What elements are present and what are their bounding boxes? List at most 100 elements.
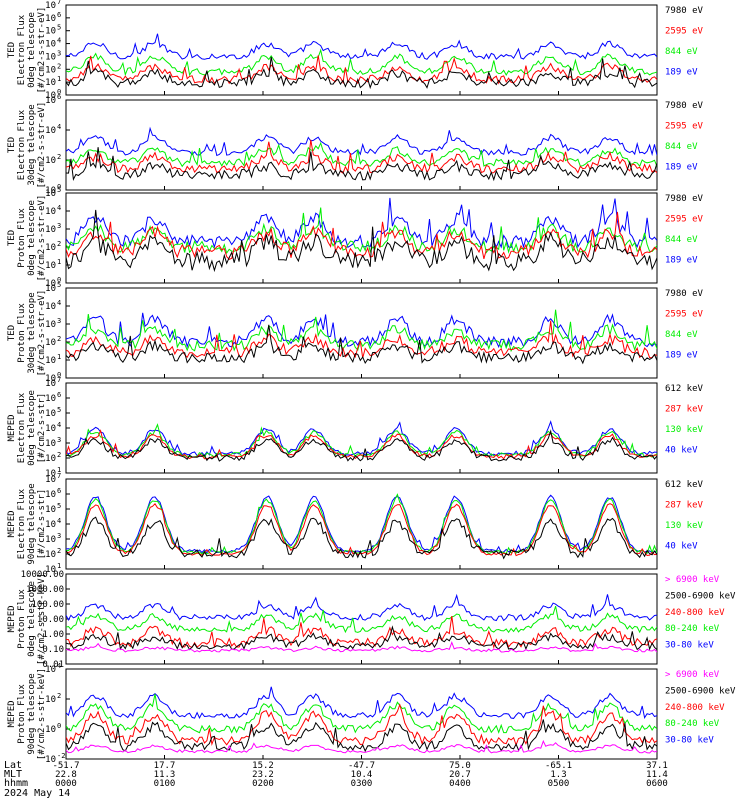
y-tick-exponent: 4: [57, 299, 61, 307]
series-line: [66, 320, 657, 359]
legend-entry: 7980 eV: [665, 194, 704, 204]
legend-entry: 2595 eV: [665, 122, 704, 132]
legend-entry: 189 eV: [665, 163, 698, 173]
series-line: [66, 139, 657, 174]
y-axis-label-line: MEPED: [7, 700, 17, 727]
legend-entry: 40 keV: [665, 446, 698, 456]
x-tick-label-hhmm: 0000: [55, 779, 77, 789]
panel-data-area: [66, 197, 657, 273]
y-axis-label-line: Electron Flux: [17, 392, 27, 463]
y-tick-label: 10: [45, 550, 56, 560]
y-tick-label: 10: [45, 243, 56, 253]
series-line: [66, 693, 657, 734]
series-line: [66, 719, 657, 753]
legend-entry: > 6900 keV: [665, 670, 720, 680]
series-line: [66, 625, 657, 651]
x-tick-label-mlt: 11.3: [154, 770, 176, 780]
y-tick-exponent: 0: [57, 276, 61, 284]
y-tick-label: 10: [45, 96, 56, 106]
y-axis-label-line: 30deg telescope: [27, 104, 37, 185]
y-axis-label-line: 90deg telescope: [27, 673, 37, 754]
y-axis-label-line: MEPED: [7, 510, 17, 537]
legend-entry: 240-800 keV: [665, 703, 725, 713]
y-tick-exponent: 2: [57, 240, 61, 248]
series-line: [66, 616, 657, 649]
legend-entry: 30-80 keV: [665, 736, 714, 746]
y-tick-exponent: 5: [57, 406, 61, 414]
y-axis-label-line: [#/cm2-s-str-keV]: [37, 573, 47, 665]
y-axis-label-line: [#/cm2-s-str-keV]: [37, 668, 47, 760]
y-tick-exponent: 1: [57, 353, 61, 361]
y-tick-label: 10: [45, 374, 56, 384]
legend-entry: 2595 eV: [665, 310, 704, 320]
panel-data-area: [66, 33, 657, 90]
x-tick-label-lat: 17.7: [154, 761, 176, 771]
y-tick-exponent: 2: [57, 547, 61, 555]
y-tick-label: 10: [45, 78, 56, 88]
y-tick-label: 10: [45, 505, 56, 515]
y-tick-label: 10: [45, 284, 56, 294]
y-axis-label-line: 30deg telescope: [27, 292, 37, 373]
y-tick-label: 10: [45, 665, 56, 675]
y-axis-label-line: TED: [7, 137, 17, 153]
y-axis-label-line: 0deg telescope: [27, 390, 37, 466]
y-tick-label: 10: [45, 207, 56, 217]
y-tick-label: 10: [45, 91, 56, 101]
y-tick-label: 10: [45, 27, 56, 37]
y-tick-label: 10: [45, 40, 56, 50]
series-line: [66, 686, 657, 720]
series-line: [66, 126, 657, 157]
legend-entry: 844 eV: [665, 235, 698, 245]
y-tick-exponent: 3: [57, 317, 61, 325]
y-tick-label: 10: [45, 156, 56, 166]
y-tick-label: 10: [45, 225, 56, 235]
series-line: [66, 593, 657, 622]
y-tick-label: 10: [45, 65, 56, 75]
legend-entry: 189 eV: [665, 351, 698, 361]
legend-entry: 844 eV: [665, 142, 698, 152]
y-tick-label: 10: [45, 1, 56, 11]
panel-data-area: [66, 593, 657, 653]
y-tick-exponent: 6: [57, 11, 61, 19]
y-tick-label: 10: [45, 14, 56, 24]
x-tick-label-lat: 15.2: [252, 761, 274, 771]
legend-entry: 130 keV: [665, 425, 704, 435]
xaxis-row-label-hhmm: hhmm: [4, 778, 28, 789]
series-line: [66, 429, 657, 460]
series-line: [66, 703, 657, 747]
x-tick-label-mlt: 22.8: [55, 770, 77, 780]
y-axis-label-line: [#/cm2-s-str-eV]: [37, 102, 47, 189]
y-tick-label: 10: [45, 302, 56, 312]
y-axis-label-line: [#/cm2-s-str-eV]: [37, 7, 47, 94]
legend-entry: 189 eV: [665, 256, 698, 266]
y-tick-exponent: 5: [57, 281, 61, 289]
series-line: [66, 147, 657, 182]
x-tick-label-mlt: 1.3: [550, 770, 566, 780]
x-tick-label-hhmm: 0400: [449, 779, 471, 789]
y-tick-label: 10000.00: [21, 570, 64, 580]
y-axis-label-line: [#/cm2-s-str]: [37, 393, 47, 463]
legend-entry: 844 eV: [665, 330, 698, 340]
series-line: [66, 48, 657, 77]
y-axis-label-line: Proton Flux: [17, 303, 27, 363]
y-axis-label-line: Proton Flux: [17, 208, 27, 268]
legend-entry: 612 keV: [665, 384, 704, 394]
legend-entry: 7980 eV: [665, 289, 704, 299]
x-tick-label-lat: 37.1: [646, 761, 668, 771]
y-axis-label-line: [#/cm2-s-str-eV]: [37, 195, 47, 282]
y-axis-label-line: TED: [7, 230, 17, 246]
y-tick-label: 10: [45, 695, 56, 705]
panel-data-area: [66, 309, 657, 365]
legend-entry: 287 keV: [665, 405, 704, 415]
y-axis-label-line: Electron Flux: [17, 109, 27, 180]
legend-entry: 2595 eV: [665, 27, 704, 37]
legend-entry: 287 keV: [665, 501, 704, 511]
y-tick-label: 10: [45, 409, 56, 419]
series-line: [66, 211, 657, 260]
y-tick-exponent: 2: [57, 335, 61, 343]
y-tick-label: 10: [45, 52, 56, 62]
legend-entry: 80-240 keV: [665, 624, 720, 634]
